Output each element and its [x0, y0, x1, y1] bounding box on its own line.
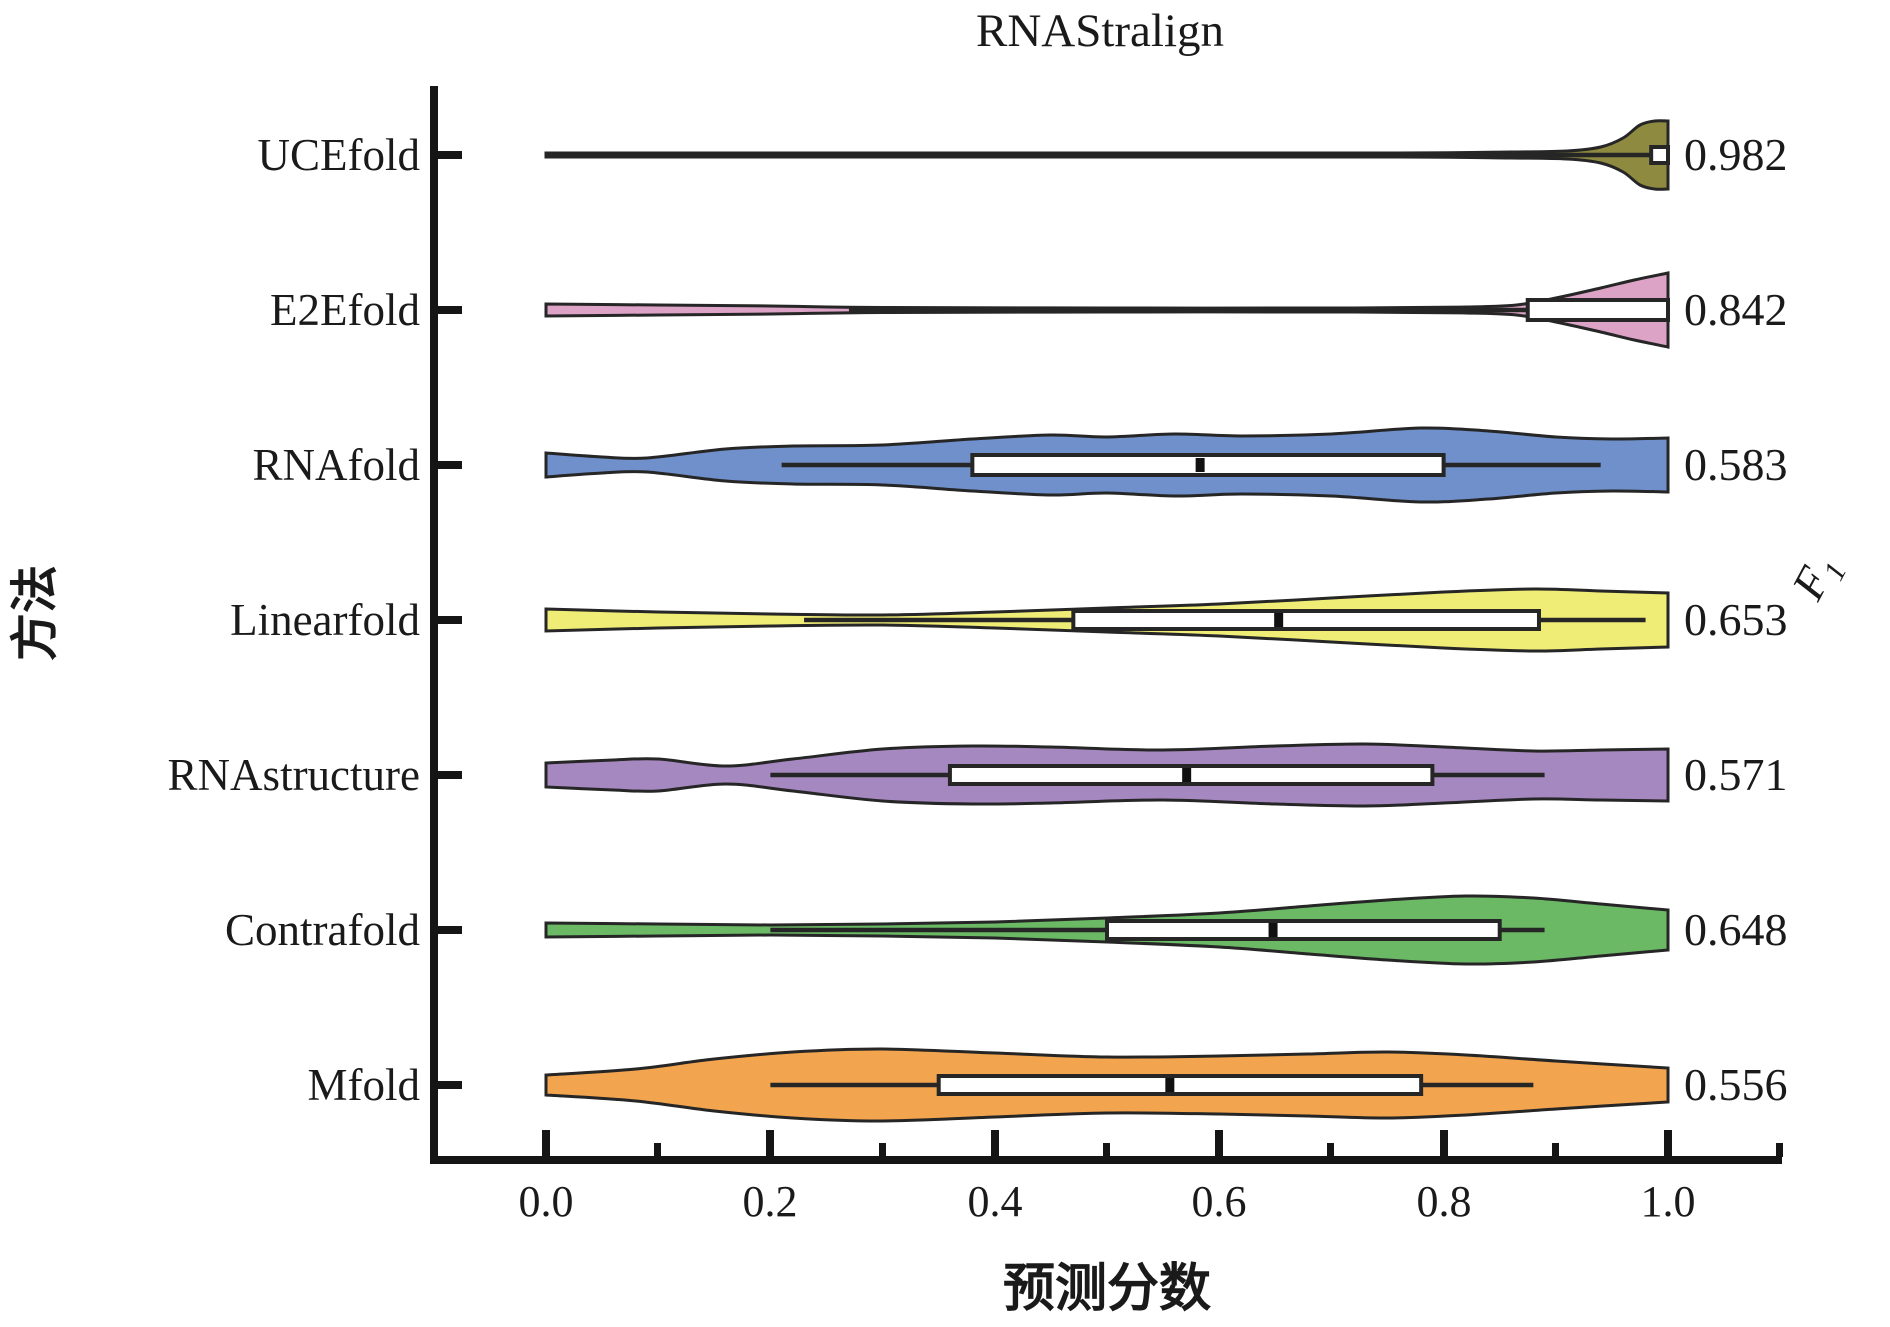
x-major-tick-0.2 — [766, 1130, 775, 1157]
x-tick-label-0.4: 0.4 — [967, 1177, 1023, 1226]
box-UCEfold — [1649, 145, 1671, 165]
box-Mfold — [936, 1074, 1424, 1096]
x-major-tick-1 — [1664, 1130, 1672, 1157]
x-major-tick-0.8 — [1439, 1130, 1448, 1157]
category-label-rnafold: RNAfold — [252, 440, 421, 490]
x-minor-tick-0.1 — [654, 1143, 662, 1157]
x-minor-tick-0.7 — [1327, 1143, 1335, 1157]
y-axis-spine — [430, 86, 438, 1164]
y-tick-RNAstructure — [438, 771, 462, 779]
x-minor-tick-0.9 — [1551, 1143, 1559, 1157]
median-marker-RNAfold — [1195, 458, 1205, 472]
y-tick-Linearfold — [438, 616, 462, 624]
x-tick-label-0.8: 0.8 — [1416, 1177, 1472, 1226]
median-marker-Contrafold — [1268, 923, 1278, 937]
y-tick-E2Efold — [438, 306, 462, 314]
x-minor-tick-1.1 — [1776, 1143, 1784, 1157]
mean-value-linearfold: 0.653 — [1684, 594, 1788, 645]
mean-value-contrafold: 0.648 — [1684, 904, 1788, 955]
median-marker-Linearfold — [1274, 613, 1284, 627]
y-tick-Mfold — [438, 1081, 462, 1089]
y-tick-UCEfold — [438, 151, 462, 159]
box-E2Efold — [1525, 298, 1670, 322]
category-label-rnastructure: RNAstructure — [167, 750, 420, 800]
y-axis-title: 方法 — [9, 565, 62, 662]
mean-value-rnafold: 0.583 — [1684, 439, 1788, 490]
mean-value-ucefold: 0.982 — [1684, 129, 1788, 180]
category-label-ucefold: UCEfold — [257, 130, 421, 180]
x-axis-spine — [430, 1156, 1782, 1164]
mean-value-e2efold: 0.842 — [1684, 284, 1788, 335]
category-label-contrafold: Contrafold — [225, 905, 420, 955]
x-minor-tick-0.5 — [1103, 1143, 1110, 1157]
x-minor-tick-0.3 — [878, 1143, 886, 1157]
median-marker-RNAstructure — [1182, 768, 1192, 782]
x-tick-label-0.6: 0.6 — [1191, 1177, 1247, 1226]
x-tick-label-0.2: 0.2 — [742, 1177, 798, 1226]
category-label-mfold: Mfold — [307, 1060, 421, 1110]
box-Linearfold — [1071, 609, 1541, 631]
median-marker-Mfold — [1165, 1078, 1175, 1092]
category-label-linearfold: Linearfold — [230, 595, 420, 645]
chart-title: RNAStralign — [975, 5, 1225, 57]
x-major-tick-0.6 — [1215, 1130, 1224, 1157]
x-major-tick-0 — [542, 1130, 550, 1157]
y-tick-RNAfold — [438, 461, 462, 469]
x-major-tick-0.4 — [990, 1130, 999, 1157]
x-tick-label-0.0: 0.0 — [518, 1177, 574, 1226]
mean-value-rnastructure: 0.571 — [1684, 749, 1788, 800]
x-tick-label-1.0: 1.0 — [1640, 1177, 1696, 1226]
category-label-e2efold: E2Efold — [270, 285, 420, 335]
y-tick-Contrafold — [438, 926, 462, 934]
box-Contrafold — [1105, 919, 1502, 941]
x-axis-title: 预测分数 — [1002, 1260, 1211, 1318]
box-RNAfold — [970, 453, 1446, 477]
mean-value-mfold: 0.556 — [1684, 1059, 1788, 1110]
